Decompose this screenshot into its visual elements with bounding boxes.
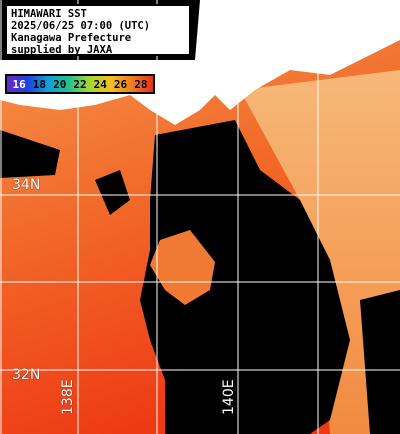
legend-tick-20: 20 <box>53 77 67 91</box>
info-region: Kanagawa Prefecture <box>11 32 132 44</box>
legend-tick-18: 18 <box>32 77 47 91</box>
legend-tick-26: 26 <box>113 77 128 91</box>
legend-tick-16: 16 <box>12 77 26 91</box>
legend-tick-24: 24 <box>93 77 107 91</box>
lat-label-32n: 32N <box>12 367 41 383</box>
info-box: HIMAWARI SST 2025/06/25 07:00 (UTC) Kana… <box>5 4 191 56</box>
info-credit: supplied by JAXA <box>11 44 113 56</box>
legend-tick-22: 22 <box>73 77 87 91</box>
sst-legend: 16 18 20 22 24 26 28 <box>5 74 155 94</box>
info-datetime: 2025/06/25 07:00 (UTC) <box>11 20 151 32</box>
lat-label-34n: 34N <box>12 177 41 193</box>
legend-tick-28: 28 <box>134 77 148 91</box>
info-title: HIMAWARI SST <box>11 8 87 20</box>
lon-label-138e: 138E <box>60 379 76 415</box>
lon-label-140e: 140E <box>221 379 237 415</box>
sst-patch-center <box>150 230 215 305</box>
